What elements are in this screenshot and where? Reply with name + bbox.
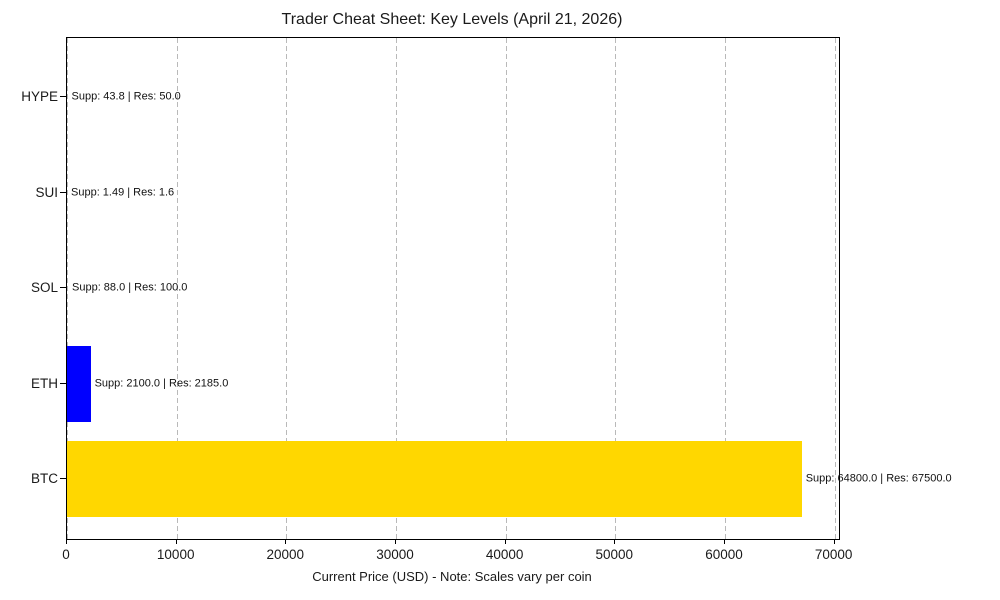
x-tick-60000: [724, 539, 725, 544]
x-tick-10000: [175, 539, 177, 544]
y-tick-sui: [60, 191, 66, 193]
x-tick-40000: [504, 539, 506, 544]
y-tick-label-sol: SOL: [30, 280, 58, 295]
y-tick-label-btc: BTC: [31, 471, 58, 486]
y-tick-label-hype: HYPE: [21, 89, 58, 104]
annotation-hype: Supp: 43.8 | Res: 50.0: [71, 90, 181, 103]
plot-area: Supp: 43.8 | Res: 50.0 Supp: 1.49 | Res: …: [66, 37, 952, 540]
x-tick-0: [66, 539, 67, 544]
x-tick-label-60000: 60000: [705, 547, 743, 562]
annotation-btc: Supp: 64800.0 | Res: 67500.0: [805, 472, 952, 485]
gridline-x-70000: [834, 38, 836, 539]
y-tick-hype: [60, 96, 66, 97]
x-tick-label-0: 0: [62, 547, 70, 562]
gridline-x-60000: [725, 38, 726, 539]
gridline-x-10000: [176, 38, 178, 539]
gridline-x-50000: [615, 38, 617, 539]
bar-hype: [67, 59, 68, 135]
chart-title: Trader Cheat Sheet: Key Levels (April 21…: [281, 11, 623, 28]
annotation-sui: Supp: 1.49 | Res: 1.6: [71, 186, 175, 198]
annotation-eth: Supp: 2100.0 | Res: 2185.0: [94, 377, 229, 389]
annotation-sol: Supp: 88.0 | Res: 100.0: [72, 281, 188, 294]
x-tick-label-70000: 70000: [814, 547, 853, 562]
x-tick-70000: [833, 539, 835, 544]
x-tick-label-50000: 50000: [595, 547, 634, 562]
y-tick-eth: [60, 382, 66, 384]
bar-sol: [67, 250, 68, 326]
y-tick-sol: [60, 287, 66, 288]
x-axis-label: Current Price (USD) - Note: Scales vary …: [312, 569, 592, 584]
gridline-x-20000: [286, 38, 288, 539]
bar-btc: [67, 441, 802, 517]
x-tick-label-40000: 40000: [485, 547, 524, 562]
x-tick-50000: [614, 539, 616, 544]
x-tick-label-30000: 30000: [376, 547, 414, 562]
x-tick-label-10000: 10000: [156, 547, 195, 562]
gridline-x-0: [67, 38, 68, 539]
y-tick-label-sui: SUI: [35, 184, 58, 200]
gridline-x-40000: [505, 38, 507, 539]
bar-eth: [67, 345, 91, 422]
x-tick-label-20000: 20000: [266, 547, 305, 562]
y-tick-label-eth: ETH: [31, 375, 58, 391]
y-tick-btc: [60, 478, 66, 479]
gridline-x-30000: [396, 38, 397, 539]
x-tick-30000: [395, 539, 396, 544]
x-tick-20000: [285, 539, 287, 544]
